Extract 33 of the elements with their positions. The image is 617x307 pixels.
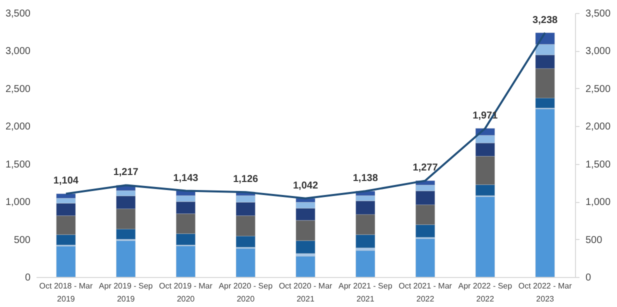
x-tick-label: Apr 2021 - Sep 2021 xyxy=(338,282,393,304)
data-label: 1,277 xyxy=(412,162,438,174)
y-tick-label: 2,500 xyxy=(5,84,31,95)
data-label: 1,126 xyxy=(233,174,259,186)
y2-tick-label: 3,000 xyxy=(586,46,611,58)
y-tick-label: 2,000 xyxy=(5,122,31,133)
y2-tick-label: 500 xyxy=(586,234,603,246)
data-label: 3,238 xyxy=(532,14,558,26)
data-label: 1,143 xyxy=(173,172,199,184)
y2-tick-label: 1,000 xyxy=(586,197,611,208)
data-label: 1,104 xyxy=(53,176,79,187)
data-label: 1,217 xyxy=(113,167,139,178)
y-tick-label: 0 xyxy=(24,272,31,284)
x-tick-label: Apr 2020 - Sep 2020 xyxy=(218,282,274,304)
x-tick-label: Oct 2019 - Mar 2020 xyxy=(159,282,213,304)
y-tick-label: 1,500 xyxy=(5,159,31,170)
y2-tick-label: 0 xyxy=(586,272,592,284)
y-tick-label: 3,000 xyxy=(5,46,31,58)
x-tick-label: Oct 2021 - Mar 2022 xyxy=(398,282,452,304)
y2-tick-label: 2,500 xyxy=(586,84,611,95)
x-tick-label: Apr 2022 - Sep 2022 xyxy=(458,282,513,304)
y2-tick-label: 2,000 xyxy=(586,122,611,133)
y2-tick-label: 3,500 xyxy=(586,8,611,20)
y2-tick-label: 1,500 xyxy=(586,159,611,170)
y-tick-label: 3,500 xyxy=(5,8,31,20)
data-label: 1,042 xyxy=(292,180,318,192)
y-tick-label: 1,000 xyxy=(5,197,31,208)
x-tick-label: Oct 2022 - Mar 2023 xyxy=(518,282,572,304)
data-label: 1,138 xyxy=(352,173,378,184)
x-tick-label: Oct 2020 - Mar 2021 xyxy=(278,282,333,304)
y-tick-label: 500 xyxy=(14,234,31,246)
x-tick-label: Apr 2019 - Sep 2019 xyxy=(98,282,154,304)
x-tick-label: Oct 2018 - Mar 2019 xyxy=(39,282,93,304)
